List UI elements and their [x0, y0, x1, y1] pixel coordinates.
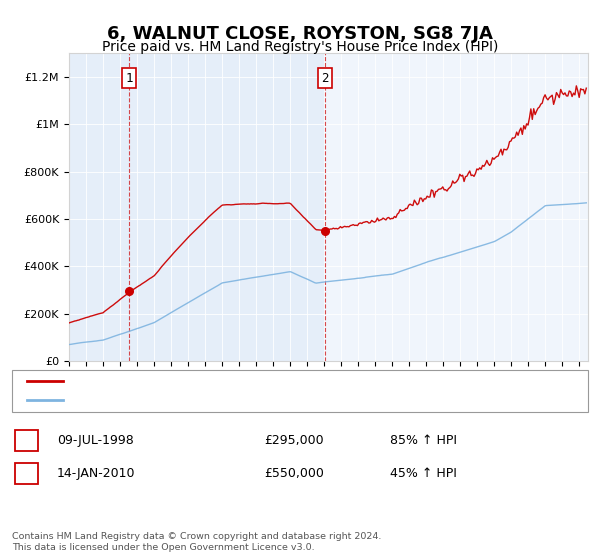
Text: 6, WALNUT CLOSE, ROYSTON, SG8 7JA: 6, WALNUT CLOSE, ROYSTON, SG8 7JA: [107, 25, 493, 43]
Text: 45% ↑ HPI: 45% ↑ HPI: [390, 467, 457, 480]
Text: 14-JAN-2010: 14-JAN-2010: [57, 467, 136, 480]
Text: £550,000: £550,000: [264, 467, 324, 480]
Text: 1: 1: [125, 72, 133, 85]
Text: HPI: Average price, detached house, North Hertfordshire: HPI: Average price, detached house, Nort…: [75, 393, 409, 407]
Text: 85% ↑ HPI: 85% ↑ HPI: [390, 433, 457, 447]
Text: 1: 1: [22, 433, 31, 447]
Text: £295,000: £295,000: [264, 433, 323, 447]
Bar: [69, 53, 325, 361]
Text: Contains HM Land Registry data © Crown copyright and database right 2024.
This d: Contains HM Land Registry data © Crown c…: [12, 532, 382, 552]
Text: 6, WALNUT CLOSE, ROYSTON, SG8 7JA (detached house): 6, WALNUT CLOSE, ROYSTON, SG8 7JA (detac…: [75, 375, 407, 388]
Text: 09-JUL-1998: 09-JUL-1998: [57, 433, 134, 447]
Text: Price paid vs. HM Land Registry's House Price Index (HPI): Price paid vs. HM Land Registry's House …: [102, 40, 498, 54]
Text: 2: 2: [22, 467, 31, 480]
Text: 2: 2: [321, 72, 329, 85]
